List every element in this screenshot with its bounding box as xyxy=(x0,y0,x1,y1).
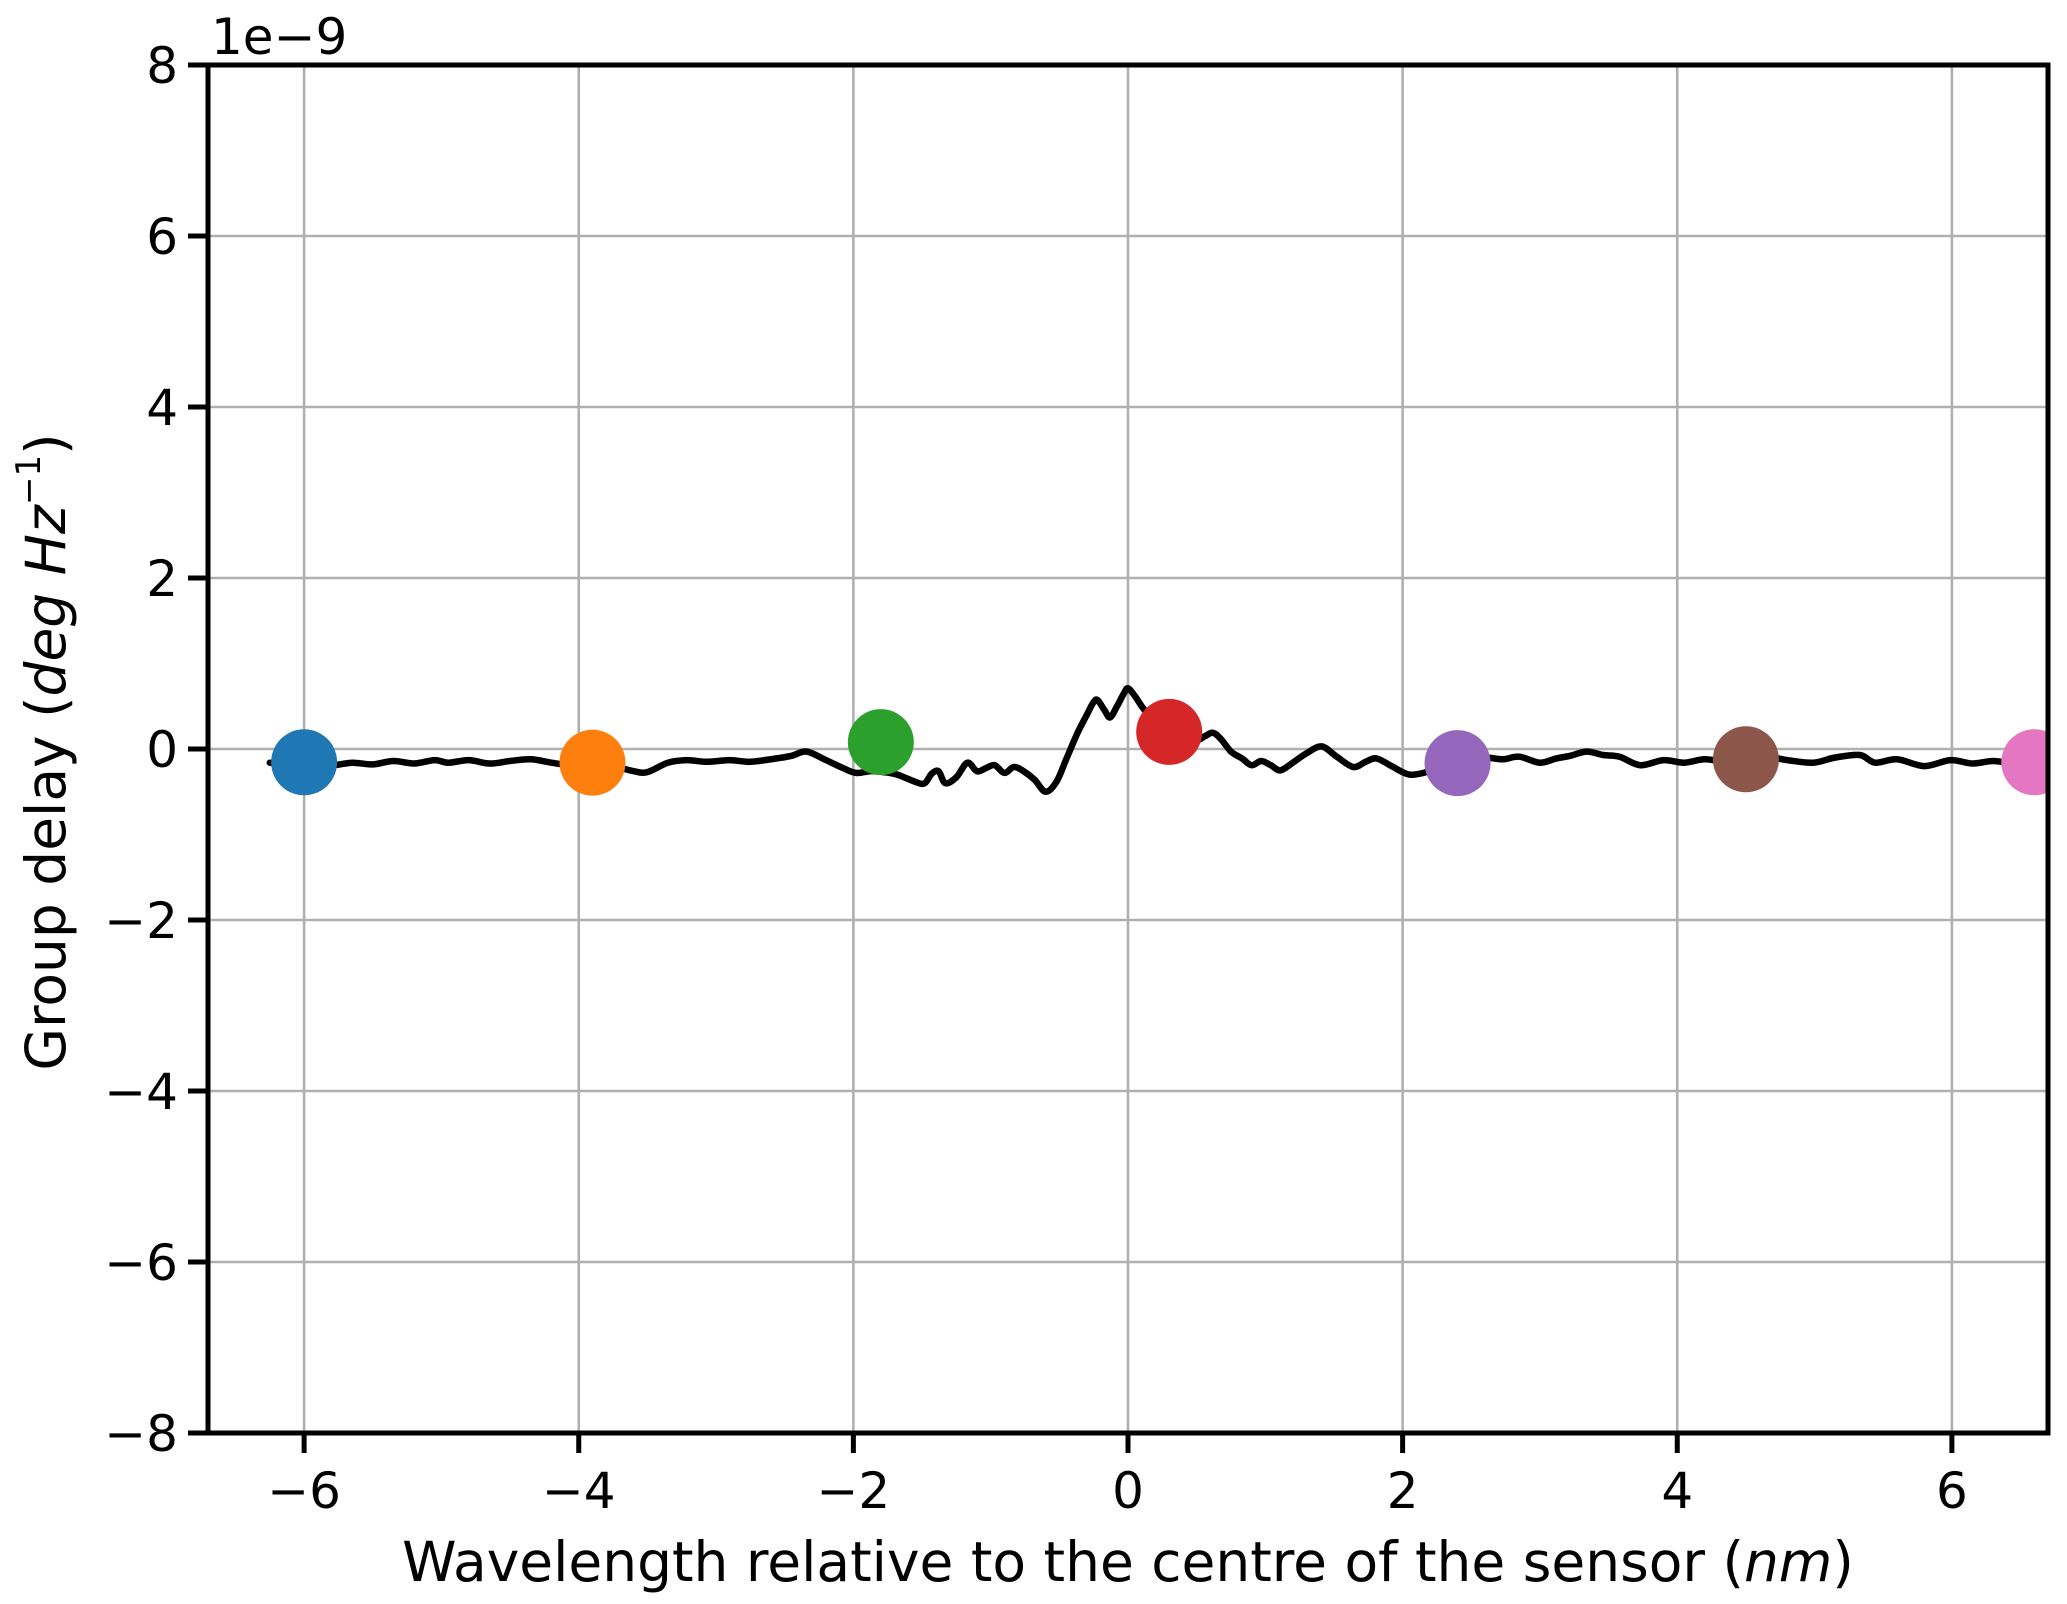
y-tick-label: −8 xyxy=(104,1405,178,1463)
x-tick-label: 6 xyxy=(1936,1462,1968,1520)
y-tick-label: 0 xyxy=(146,721,178,779)
x-axis-label-text: Wavelength relative to the centre of the… xyxy=(402,1530,1744,1594)
y-axis-label-text: Group delay ( xyxy=(13,696,78,1071)
x-tick-label: 0 xyxy=(1112,1462,1144,1520)
y-axis-label-unit: deg Hz xyxy=(13,505,78,697)
y-axis-label-exponent: −1 xyxy=(9,454,50,506)
y-tick-label: −2 xyxy=(104,892,178,950)
y-tick-label: 2 xyxy=(146,550,178,608)
marker-red xyxy=(1136,698,1203,765)
marker-pink xyxy=(2001,729,2048,796)
group-delay-curve xyxy=(266,685,2048,796)
tick-marks xyxy=(188,62,1955,1453)
x-tick-label: −6 xyxy=(267,1462,341,1520)
marker-brown xyxy=(1712,726,1779,793)
y-tick-label: −4 xyxy=(104,1063,178,1121)
plot-data xyxy=(266,685,2048,797)
y-tick-label: 8 xyxy=(146,37,178,95)
x-tick-label: −4 xyxy=(542,1462,616,1520)
x-tick-label: 2 xyxy=(1387,1462,1419,1520)
y-tick-label: 6 xyxy=(146,208,178,266)
y-tick-label: −6 xyxy=(104,1234,178,1292)
marker-green xyxy=(847,709,914,776)
grid xyxy=(208,63,2048,1435)
x-axis-label-close: ) xyxy=(1832,1530,1854,1594)
x-axis-label: Wavelength relative to the centre of the… xyxy=(208,1532,2048,1593)
marker-purple xyxy=(1424,730,1491,797)
tick-labels: −6 −4 −2 0 2 4 6 8 6 4 2 0 −2 −4 −6 −8 xyxy=(104,37,1968,1520)
y-axis-label-close: ) xyxy=(13,433,78,455)
marker-orange xyxy=(559,729,626,796)
x-tick-label: 4 xyxy=(1661,1462,1693,1520)
y-tick-label: 4 xyxy=(146,379,178,437)
marker-blue xyxy=(271,729,338,796)
x-axis-label-unit: nm xyxy=(1743,1530,1833,1594)
x-tick-label: −2 xyxy=(817,1462,891,1520)
y-axis-offset-text: 1e−9 xyxy=(211,8,348,66)
y-axis-label: Group delay (deg Hz−1) xyxy=(9,433,78,1071)
